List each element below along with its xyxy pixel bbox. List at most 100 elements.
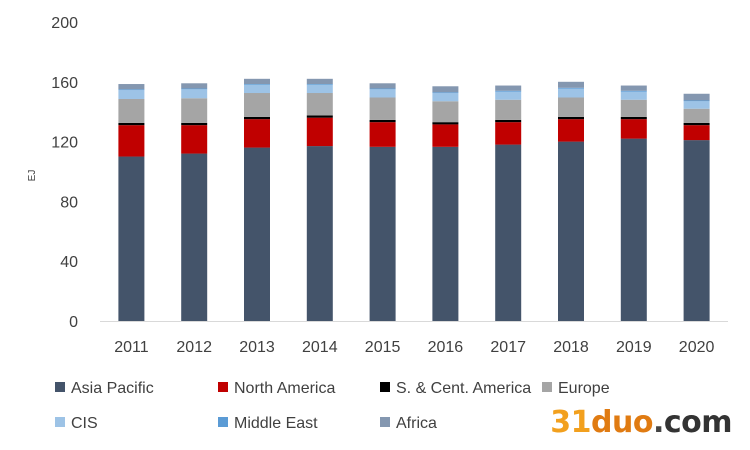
bar-europe-2016: [432, 101, 459, 123]
x-tick-label: 2020: [679, 339, 715, 356]
bar-stack-2012: [181, 83, 208, 321]
bar-stack-2017: [495, 85, 522, 321]
bar-north-america-2015: [369, 122, 396, 147]
bar-stack-2016: [432, 86, 459, 321]
y-tick-label: 120: [51, 135, 78, 152]
bar-asia-pacific-2020: [683, 140, 710, 321]
x-tick-label: 2019: [616, 339, 652, 356]
watermark-number: 31: [550, 405, 591, 440]
bar-cis-2017: [495, 91, 522, 100]
legend-swatch: [55, 417, 65, 427]
bar-asia-pacific-2013: [244, 147, 270, 321]
bar-s-cent-america-2015: [369, 119, 396, 123]
bar-europe-2015: [369, 97, 396, 120]
watermark-word: duo: [590, 405, 653, 440]
bar-asia-pacific-2012: [181, 153, 208, 321]
bar-s-cent-america-2012: [181, 122, 208, 126]
legend-item-cis: CIS: [55, 415, 98, 432]
y-tick-label: 160: [51, 75, 78, 92]
bar-stack-2014: [306, 78, 333, 321]
bar-africa-2012: [181, 83, 208, 89]
bars-layer: [118, 78, 710, 321]
bar-north-america-2012: [181, 125, 208, 154]
bar-north-america-2013: [244, 119, 270, 148]
legend-swatch: [542, 382, 552, 392]
watermark-logo: 31duo.com: [550, 408, 732, 438]
bar-cis-2016: [432, 93, 459, 102]
x-tick-label: 2017: [490, 339, 526, 356]
bar-north-america-2016: [432, 124, 459, 147]
bar-stack-2018: [558, 81, 584, 321]
bar-stack-2011: [118, 84, 145, 321]
bar-africa-2018: [558, 81, 584, 88]
bar-asia-pacific-2018: [558, 141, 584, 321]
bar-north-america-2018: [558, 119, 584, 142]
bar-stack-2013: [244, 78, 270, 321]
bar-cis-2019: [620, 91, 647, 100]
bar-africa-2017: [495, 85, 522, 91]
bar-europe-2012: [181, 98, 208, 123]
x-tick-label: 2018: [553, 339, 589, 356]
legend-item-europe: Europe: [542, 380, 610, 397]
x-tick-label: 2011: [114, 339, 149, 356]
bar-s-cent-america-2019: [620, 116, 647, 120]
x-tick-label: 2016: [428, 339, 464, 356]
x-tick-label: 2013: [239, 339, 275, 356]
y-tick-label: 80: [60, 194, 78, 211]
bar-asia-pacific-2015: [369, 146, 396, 321]
bar-cis-2014: [306, 84, 333, 94]
x-tick-label: 2015: [365, 339, 401, 356]
bar-cis-2020: [683, 101, 710, 109]
bar-s-cent-america-2017: [495, 119, 522, 123]
bar-africa-2019: [620, 85, 647, 91]
bar-cis-2013: [244, 84, 270, 94]
axes-layer: 2011 2012 2013 2014 2015 2016 2017 2018 2019 2020…: [27, 15, 728, 356]
bar-cis-2012: [181, 89, 208, 99]
bar-middle-east-2017: [495, 90, 522, 92]
bar-europe-2011: [118, 98, 145, 123]
bar-north-america-2014: [306, 117, 333, 147]
bar-europe-2014: [306, 93, 333, 116]
legend-label: Africa: [396, 415, 437, 432]
bar-middle-east-2013: [244, 84, 270, 85]
bar-asia-pacific-2014: [306, 146, 333, 321]
bar-africa-2020: [683, 93, 710, 101]
legend-swatch: [380, 417, 390, 427]
legend-swatch: [218, 382, 228, 392]
bar-middle-east-2018: [558, 87, 584, 89]
bar-asia-pacific-2017: [495, 144, 522, 321]
bar-s-cent-america-2018: [558, 116, 584, 120]
bar-africa-2011: [118, 84, 145, 90]
legend: Asia Pacific North America S. & Cent. Amer…: [55, 380, 610, 432]
bar-middle-east-2016: [432, 92, 459, 94]
legend-swatch: [380, 382, 390, 392]
bar-cis-2018: [558, 88, 584, 98]
bar-africa-2014: [306, 78, 333, 85]
legend-swatch: [218, 417, 228, 427]
bar-middle-east-2020: [683, 100, 710, 102]
legend-label: CIS: [71, 415, 98, 432]
legend-label: North America: [234, 380, 335, 397]
bar-europe-2013: [244, 93, 270, 117]
legend-item-asia-pacific: Asia Pacific: [55, 380, 154, 397]
y-tick-label: 200: [51, 15, 78, 32]
watermark-dot: .: [652, 405, 664, 440]
legend-label: Asia Pacific: [71, 380, 154, 397]
x-tick-label: 2012: [176, 339, 212, 356]
y-tick-label: 40: [60, 254, 78, 271]
bar-europe-2017: [495, 99, 522, 120]
legend-label: Middle East: [234, 415, 318, 432]
bar-cis-2015: [369, 89, 396, 98]
bar-asia-pacific-2011: [118, 156, 145, 321]
bar-middle-east-2015: [369, 88, 396, 90]
legend-item-africa: Africa: [380, 415, 437, 432]
bar-s-cent-america-2020: [683, 122, 710, 126]
bar-europe-2020: [683, 108, 710, 123]
bar-cis-2011: [118, 90, 145, 99]
bar-middle-east-2014: [306, 84, 333, 85]
bar-asia-pacific-2019: [620, 138, 647, 321]
bar-middle-east-2019: [620, 90, 647, 92]
bar-middle-east-2012: [181, 88, 208, 90]
y-tick-label: 0: [69, 314, 78, 331]
